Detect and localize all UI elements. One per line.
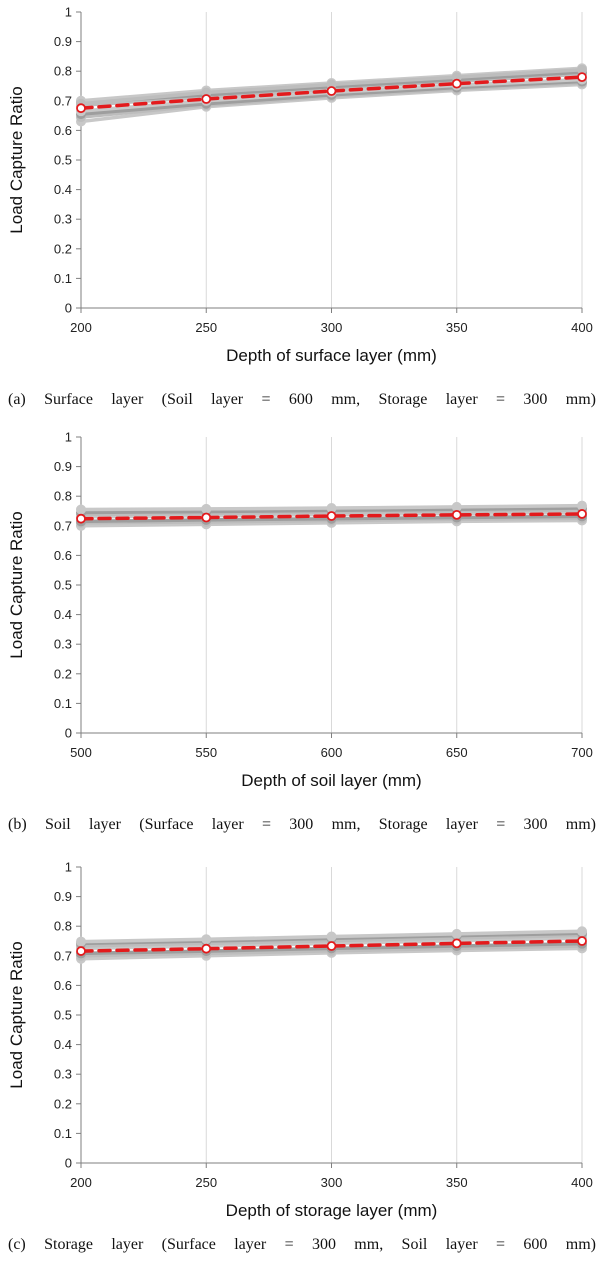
y-tick-label: 0.1 (54, 1126, 72, 1141)
y-tick-label: 0.6 (54, 123, 72, 138)
mean-series-point (577, 509, 587, 519)
y-tick-label: 0 (65, 1156, 72, 1171)
caption-b: (b) Soil layer (Surface layer = 300 mm, … (8, 816, 596, 833)
ensemble-series-point (201, 934, 212, 945)
ensemble-series-point (451, 928, 462, 939)
ensemble-series-point (76, 936, 86, 947)
chart-c-svg: 0 0.1 0.2 0.3 0.4 0.5 0.6 0.7 0.8 0.9 1 200 250 300 35… (7, 860, 593, 1221)
ensemble-series-point (201, 503, 212, 514)
chart-b-svg: 0 0.1 0.2 0.3 0.4 0.5 0.6 0.7 0.8 0.9 1 500 550 600 65… (7, 430, 593, 791)
y-tick-label: 0.6 (54, 548, 72, 563)
ensemble-series-point (326, 503, 337, 514)
ensemble-series-point (577, 64, 587, 75)
y-tick-label: 0.8 (54, 489, 72, 504)
y-tick-label: 0 (65, 726, 72, 741)
y-tick-label: 0.8 (54, 64, 72, 79)
x-tick-label: 300 (321, 320, 343, 335)
mean-series-point (326, 941, 337, 951)
mean-series-point (76, 513, 86, 524)
mean-series-point (451, 938, 462, 949)
x-tick-label: 300 (321, 1175, 343, 1190)
y-tick-label: 0.9 (54, 34, 72, 49)
y-tick-label: 0.3 (54, 637, 72, 652)
mean-series-point (451, 509, 462, 520)
x-tick-label: 550 (195, 745, 217, 760)
mean-series-point (76, 946, 86, 956)
y-tick-label: 0.4 (54, 182, 72, 197)
y-tick-label: 0.4 (54, 1037, 72, 1052)
x-tick-label: 200 (70, 1175, 92, 1190)
x-axis-title: Depth of surface layer (mm) (226, 346, 437, 365)
y-tick-label: 0.2 (54, 1096, 72, 1111)
x-axis-title: Depth of storage layer (mm) (226, 1201, 438, 1220)
x-tick-label: 700 (571, 745, 593, 760)
ensemble-series-point (451, 501, 462, 512)
chart-a-svg: 0 0.1 0.2 0.3 0.4 0.5 0.6 0.7 0.8 0.9 1 200 250 300 35… (7, 5, 593, 366)
x-tick-label: 250 (195, 320, 217, 335)
x-tick-label: 350 (446, 320, 468, 335)
mean-series-point (201, 94, 212, 104)
mean-series-point (326, 511, 337, 521)
y-tick-label: 0.1 (54, 271, 72, 286)
ensemble-series-point (326, 931, 337, 942)
y-tick-label: 0.1 (54, 696, 72, 711)
y-tick-label: 1 (65, 430, 72, 445)
y-tick-label: 0.2 (54, 666, 72, 681)
chart-panel-a: 0 0.1 0.2 0.3 0.4 0.5 0.6 0.7 0.8 0.9 1 200 250 300 35… (0, 0, 600, 422)
y-axis-title: Load Capture Ratio (7, 511, 26, 658)
x-tick-label: 400 (571, 1175, 593, 1190)
y-tick-label: 0 (65, 301, 72, 316)
x-tick-label: 350 (446, 1175, 468, 1190)
ensemble-series-point (577, 500, 587, 511)
y-tick-label: 0.8 (54, 919, 72, 934)
y-tick-label: 0.9 (54, 459, 72, 474)
x-axis-title: Depth of soil layer (mm) (241, 771, 421, 790)
mean-series-point (577, 936, 587, 946)
chart-panel-c: 0 0.1 0.2 0.3 0.4 0.5 0.6 0.7 0.8 0.9 1 200 250 300 35… (0, 855, 600, 1267)
y-tick-label: 0.6 (54, 978, 72, 993)
x-tick-label: 250 (195, 1175, 217, 1190)
caption-a: (a) Surface layer (Soil layer = 600 mm, … (8, 391, 596, 408)
ensemble-series-point (577, 926, 587, 937)
y-tick-label: 0.9 (54, 889, 72, 904)
mean-series-point (577, 72, 587, 83)
mean-series-point (451, 78, 462, 89)
y-tick-label: 0.7 (54, 948, 72, 963)
mean-series-point (326, 86, 337, 96)
chart-panel-b: 0 0.1 0.2 0.3 0.4 0.5 0.6 0.7 0.8 0.9 1 500 550 600 65… (0, 425, 600, 847)
x-tick-label: 200 (70, 320, 92, 335)
mean-series-point (201, 943, 212, 954)
x-tick-label: 500 (70, 745, 92, 760)
y-axis-title: Load Capture Ratio (7, 941, 26, 1088)
y-tick-label: 0.2 (54, 241, 72, 256)
y-tick-label: 0.4 (54, 607, 72, 622)
x-tick-label: 650 (446, 745, 468, 760)
y-tick-label: 0.5 (54, 1008, 72, 1023)
y-axis-title: Load Capture Ratio (7, 86, 26, 233)
mean-series-point (76, 103, 86, 114)
y-tick-label: 0.3 (54, 1067, 72, 1082)
y-tick-label: 1 (65, 5, 72, 20)
y-tick-label: 0.3 (54, 212, 72, 227)
x-tick-label: 600 (321, 745, 343, 760)
y-tick-label: 0.5 (54, 578, 72, 593)
y-tick-label: 0.5 (54, 153, 72, 168)
x-tick-label: 400 (571, 320, 593, 335)
ensemble-series-point (76, 504, 86, 515)
mean-series-point (201, 512, 212, 523)
y-tick-label: 1 (65, 860, 72, 875)
caption-c: (c) Storage layer (Surface layer = 300 m… (8, 1236, 596, 1253)
y-tick-label: 0.7 (54, 93, 72, 108)
y-tick-label: 0.7 (54, 518, 72, 533)
